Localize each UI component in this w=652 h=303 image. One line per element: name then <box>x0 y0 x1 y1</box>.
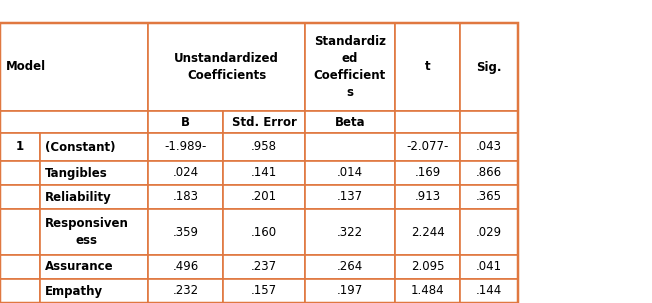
Bar <box>305 209 395 255</box>
Bar <box>305 161 395 185</box>
Text: .157: .157 <box>251 285 277 298</box>
Text: .232: .232 <box>172 285 199 298</box>
Bar <box>223 255 305 279</box>
Bar <box>223 185 305 209</box>
Bar <box>148 209 223 255</box>
Bar <box>148 23 305 111</box>
Bar <box>460 185 518 209</box>
Text: 1.484: 1.484 <box>411 285 444 298</box>
Bar <box>148 161 223 185</box>
Bar <box>223 133 305 161</box>
Bar <box>395 255 460 279</box>
Text: .197: .197 <box>337 285 363 298</box>
Bar <box>460 255 518 279</box>
Bar <box>223 209 305 255</box>
Text: .237: .237 <box>251 261 277 274</box>
Bar <box>460 209 518 255</box>
Text: 1: 1 <box>16 141 24 154</box>
Bar <box>460 279 518 303</box>
Bar <box>305 133 395 161</box>
Text: Responsiven
ess: Responsiven ess <box>45 217 129 247</box>
Bar <box>305 255 395 279</box>
Bar <box>0 279 40 303</box>
Text: .144: .144 <box>476 285 502 298</box>
Text: Assurance: Assurance <box>45 261 113 274</box>
Text: .014: .014 <box>337 167 363 179</box>
Text: 2.244: 2.244 <box>411 225 445 238</box>
Bar <box>40 161 148 185</box>
Text: Sig.: Sig. <box>476 61 502 74</box>
Text: .322: .322 <box>337 225 363 238</box>
Text: .024: .024 <box>172 167 199 179</box>
Bar <box>0 23 148 111</box>
Text: Reliability: Reliability <box>45 191 111 204</box>
Text: .201: .201 <box>251 191 277 204</box>
Text: Empathy: Empathy <box>45 285 103 298</box>
Bar <box>148 255 223 279</box>
Text: Unstandardized
Coefficients: Unstandardized Coefficients <box>174 52 279 82</box>
Bar <box>40 185 148 209</box>
Text: .866: .866 <box>476 167 502 179</box>
Bar <box>40 279 148 303</box>
Text: .137: .137 <box>337 191 363 204</box>
Bar <box>223 111 305 133</box>
Bar <box>0 209 40 255</box>
Bar <box>223 161 305 185</box>
Text: Std. Error: Std. Error <box>231 115 297 128</box>
Text: .183: .183 <box>173 191 198 204</box>
Bar <box>395 133 460 161</box>
Bar <box>0 111 148 133</box>
Bar <box>148 279 223 303</box>
Text: -2.077-: -2.077- <box>406 141 449 154</box>
Bar <box>148 185 223 209</box>
Text: (Constant): (Constant) <box>45 141 115 154</box>
Text: -1.989-: -1.989- <box>164 141 207 154</box>
Bar <box>40 255 148 279</box>
Bar <box>305 279 395 303</box>
Bar <box>305 185 395 209</box>
Bar <box>460 111 518 133</box>
Bar <box>395 209 460 255</box>
Text: B: B <box>181 115 190 128</box>
Text: Model: Model <box>6 61 46 74</box>
Bar <box>460 133 518 161</box>
Bar <box>223 279 305 303</box>
Bar <box>305 23 395 111</box>
Text: 2.095: 2.095 <box>411 261 444 274</box>
Text: Beta: Beta <box>334 115 365 128</box>
Bar <box>40 133 148 161</box>
Text: t: t <box>424 61 430 74</box>
Text: .359: .359 <box>173 225 198 238</box>
Text: Standardiz
ed
Coefficient
s: Standardiz ed Coefficient s <box>314 35 386 99</box>
Bar <box>148 111 223 133</box>
Text: .029: .029 <box>476 225 502 238</box>
Bar <box>0 133 40 161</box>
Bar <box>395 185 460 209</box>
Bar <box>395 23 460 111</box>
Bar <box>148 133 223 161</box>
Text: .913: .913 <box>415 191 441 204</box>
Text: .264: .264 <box>337 261 363 274</box>
Text: .041: .041 <box>476 261 502 274</box>
Bar <box>460 23 518 111</box>
Bar <box>0 23 518 303</box>
Bar <box>305 111 395 133</box>
Bar <box>0 161 40 185</box>
Bar <box>0 185 40 209</box>
Text: .141: .141 <box>251 167 277 179</box>
Text: .160: .160 <box>251 225 277 238</box>
Bar <box>0 255 40 279</box>
Text: .496: .496 <box>172 261 199 274</box>
Text: .365: .365 <box>476 191 502 204</box>
Text: .169: .169 <box>415 167 441 179</box>
Bar <box>460 161 518 185</box>
Bar <box>395 279 460 303</box>
Bar <box>395 111 460 133</box>
Bar <box>395 161 460 185</box>
Bar <box>40 209 148 255</box>
Text: .043: .043 <box>476 141 502 154</box>
Text: Tangibles: Tangibles <box>45 167 108 179</box>
Text: .958: .958 <box>251 141 277 154</box>
